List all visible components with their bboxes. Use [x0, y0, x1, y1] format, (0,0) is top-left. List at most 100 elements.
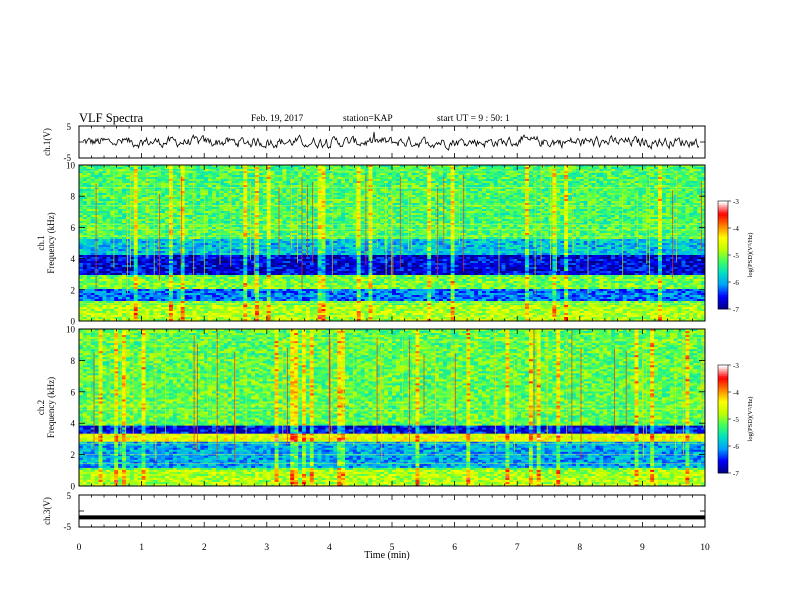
spectrogram-cell	[247, 265, 252, 268]
spectrogram-cell	[82, 249, 88, 252]
spectrogram-cell	[137, 209, 142, 212]
spectrogram-cell	[208, 231, 213, 234]
spectrogram-cell	[227, 285, 232, 288]
spectrogram-cell	[125, 223, 131, 226]
spectrogram-cell	[239, 169, 244, 172]
spectrogram-cell	[243, 179, 248, 182]
spectrogram-cell	[184, 317, 189, 320]
spectrogram-cell	[192, 203, 197, 206]
spectrogram-cell	[149, 217, 154, 220]
spectrogram-cell	[133, 211, 139, 214]
spectrogram-cell	[200, 233, 205, 236]
spectrogram-cell	[129, 225, 135, 228]
spectrogram-cell	[86, 269, 92, 272]
spectrogram-cell	[168, 251, 174, 254]
spectrogram-cell	[231, 231, 236, 234]
spectrogram-cell	[212, 203, 217, 206]
spectrogram-cell	[212, 287, 217, 290]
spectrogram-cell	[102, 173, 107, 176]
spectrogram-cell	[184, 185, 189, 188]
spectrogram-cell	[137, 221, 142, 224]
spectrogram-cell	[133, 183, 139, 186]
spectrogram-cell	[184, 241, 189, 244]
spectrogram-cell	[235, 265, 240, 268]
spectrogram-cell	[86, 245, 92, 248]
spectrogram-cell	[262, 201, 268, 204]
spectrogram-cell	[251, 171, 256, 174]
spectrogram-cell	[188, 231, 193, 234]
spectrogram-cell	[258, 259, 264, 262]
spectrogram-cell	[168, 225, 174, 228]
spectrogram-cell	[180, 303, 186, 306]
spectrogram-cell	[262, 205, 268, 208]
spectrogram-cell	[153, 231, 158, 234]
spectrogram-cell	[247, 317, 252, 320]
spectrogram-cell	[98, 259, 103, 262]
spectrogram-cell	[196, 177, 201, 180]
spectrogram-cell	[149, 255, 154, 258]
spectrogram-cell	[106, 175, 111, 178]
spectrogram-cell	[137, 167, 142, 170]
spectrogram-cell	[172, 243, 178, 246]
spectrogram-cell	[79, 259, 84, 262]
spectrogram-cell	[192, 227, 197, 230]
spectrogram-cell	[219, 267, 225, 270]
spectrogram-cell	[172, 191, 178, 194]
spectrogram-cell	[102, 169, 107, 172]
spectrogram-cell	[196, 181, 201, 184]
spectrogram-cell	[235, 207, 240, 210]
spectrogram-cell	[223, 187, 229, 190]
spectrogram-cell	[239, 273, 244, 276]
spectrogram-cell	[110, 249, 115, 252]
spectrogram-cell	[149, 293, 154, 296]
spectrogram-cell	[196, 175, 201, 178]
spectrogram-cell	[141, 263, 146, 266]
spectrogram-cell	[227, 203, 232, 206]
spectrogram-cell	[247, 269, 252, 272]
spectrogram-cell	[141, 285, 146, 288]
spectrogram-cell	[231, 241, 236, 244]
spectrogram-cell	[235, 247, 240, 250]
spectrogram-cell	[172, 177, 178, 180]
spectrogram-cell	[153, 283, 158, 286]
spectrogram-cell	[255, 213, 260, 216]
spectrogram-cell	[118, 221, 123, 224]
spectrogram-cell	[129, 269, 135, 272]
spectrogram-cell	[212, 241, 217, 244]
spectrogram-cell	[110, 213, 115, 216]
spectrogram-cell	[196, 299, 201, 302]
spectrogram-cell	[215, 199, 221, 202]
spectrogram-cell	[79, 221, 84, 224]
spectrogram-cell	[102, 289, 107, 292]
spectrogram-cell	[255, 307, 260, 310]
spectrogram-cell	[235, 219, 240, 222]
spectrogram-cell	[243, 241, 248, 244]
spectrogram-cell	[176, 187, 182, 190]
spectrogram-cell	[86, 309, 92, 312]
spectrogram-cell	[196, 273, 201, 276]
spectrogram-cell	[165, 289, 170, 292]
spectrogram-cell	[176, 283, 182, 286]
spectrogram-cell	[243, 209, 248, 212]
spectrogram-cell	[110, 209, 115, 212]
spectrogram-cell	[79, 203, 84, 206]
spectrogram-cell	[114, 181, 119, 184]
spectrogram-cell	[114, 201, 119, 204]
spectrogram-cell	[235, 259, 240, 262]
spectrogram-cell	[114, 209, 119, 212]
spectrogram-cell	[118, 295, 123, 298]
spectrogram-cell	[141, 197, 146, 200]
start-time-label: start UT = 9 : 50: 1	[437, 114, 510, 124]
spectrogram-cell	[165, 283, 170, 286]
spectrogram-cell	[149, 261, 154, 264]
spectrogram-cell	[180, 311, 186, 314]
spectrogram-cell	[239, 309, 244, 312]
spectrogram-cell	[102, 227, 107, 230]
spectrogram-cell	[149, 191, 154, 194]
spectrogram-cell	[94, 217, 99, 220]
spectrogram-cell	[90, 301, 96, 304]
spectrogram-cell	[129, 171, 135, 174]
spectrogram-cell	[172, 223, 178, 226]
spectrogram-cell	[262, 231, 268, 234]
spectrogram-cell	[118, 165, 123, 168]
